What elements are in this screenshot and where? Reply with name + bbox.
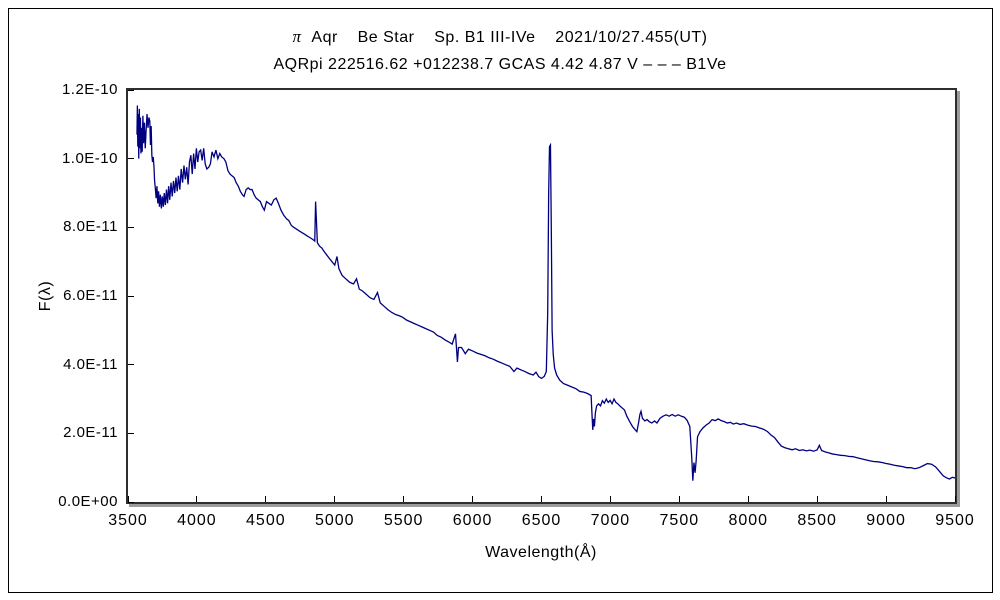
x-tick-label: 4500: [246, 512, 286, 529]
x-tick-mark: [885, 496, 887, 502]
x-tick-mark: [265, 496, 267, 502]
y-tick-mark: [128, 226, 134, 228]
y-tick-mark: [128, 89, 134, 91]
chart-title-text: Aqr Be Star Sp. B1 III-IVe 2021/10/27.45…: [301, 29, 708, 46]
y-tick-label: 1.0E-10: [61, 149, 118, 167]
x-tick-label: 5000: [314, 512, 355, 529]
outer-border: [8, 8, 993, 593]
plot-area: [126, 88, 957, 504]
x-tick-mark: [816, 496, 818, 502]
pi-symbol: π: [292, 27, 302, 46]
x-tick-mark: [334, 496, 336, 502]
x-tick-label: 7500: [659, 512, 700, 529]
x-tick-label: 3500: [108, 512, 148, 529]
y-tick-label: 1.2E-10: [61, 81, 118, 98]
x-tick-mark: [472, 496, 474, 502]
y-tick-label: 0.0E+00: [58, 493, 118, 510]
y-tick-label: 4.0E-11: [63, 355, 118, 373]
y-tick-label: 8.0E-11: [63, 218, 118, 236]
y-tick-label: 6.0E-11: [63, 287, 118, 304]
x-tick-mark: [127, 496, 129, 502]
x-tick-label: 7000: [590, 512, 631, 529]
x-tick-mark: [954, 496, 956, 502]
y-tick-mark: [128, 432, 134, 434]
y-tick-mark: [128, 158, 134, 160]
y-tick-mark: [128, 364, 134, 366]
y-tick-mark: [128, 295, 134, 297]
x-tick-mark: [196, 496, 198, 502]
chart-title: π Aqr Be Star Sp. B1 III-IVe 2021/10/27.…: [0, 27, 1000, 47]
x-tick-label: 6000: [452, 512, 493, 529]
x-tick-mark: [541, 496, 542, 502]
x-tick-mark: [747, 496, 749, 502]
x-axis-title: Wavelength(Å): [485, 544, 597, 561]
spectrum-line: [136, 105, 955, 481]
x-tick-label: 9500: [935, 512, 975, 529]
y-tick-label: 2.0E-11: [63, 424, 118, 442]
x-tick-label: 4000: [177, 512, 217, 529]
chart-subtitle: AQRpi 222516.62 +012238.7 GCAS 4.42 4.87…: [273, 56, 727, 73]
x-tick-label: 9000: [866, 512, 906, 529]
y-tick-mark: [128, 501, 134, 503]
x-tick-label: 6500: [521, 512, 562, 529]
spectrum-svg: [136, 105, 955, 481]
x-tick-mark: [403, 496, 405, 502]
x-tick-label: 5500: [383, 512, 424, 529]
x-tick-label: 8000: [728, 512, 769, 529]
x-tick-label: 8500: [797, 512, 837, 529]
x-tick-mark: [609, 496, 611, 502]
x-tick-mark: [678, 496, 680, 502]
